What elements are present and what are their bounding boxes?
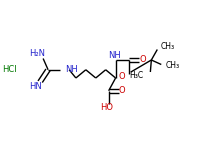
Text: HN: HN	[29, 82, 42, 91]
Text: NH: NH	[108, 51, 120, 60]
Text: NH: NH	[65, 65, 78, 74]
Text: H₂N: H₂N	[29, 49, 45, 58]
Text: HCl: HCl	[2, 64, 16, 74]
Text: CH₃: CH₃	[165, 61, 179, 70]
Text: O: O	[118, 86, 125, 95]
Text: HO: HO	[100, 103, 113, 112]
Text: O: O	[119, 72, 126, 81]
Text: CH₃: CH₃	[160, 42, 174, 51]
Text: O: O	[139, 56, 146, 64]
Text: H₃C: H₃C	[129, 70, 143, 80]
